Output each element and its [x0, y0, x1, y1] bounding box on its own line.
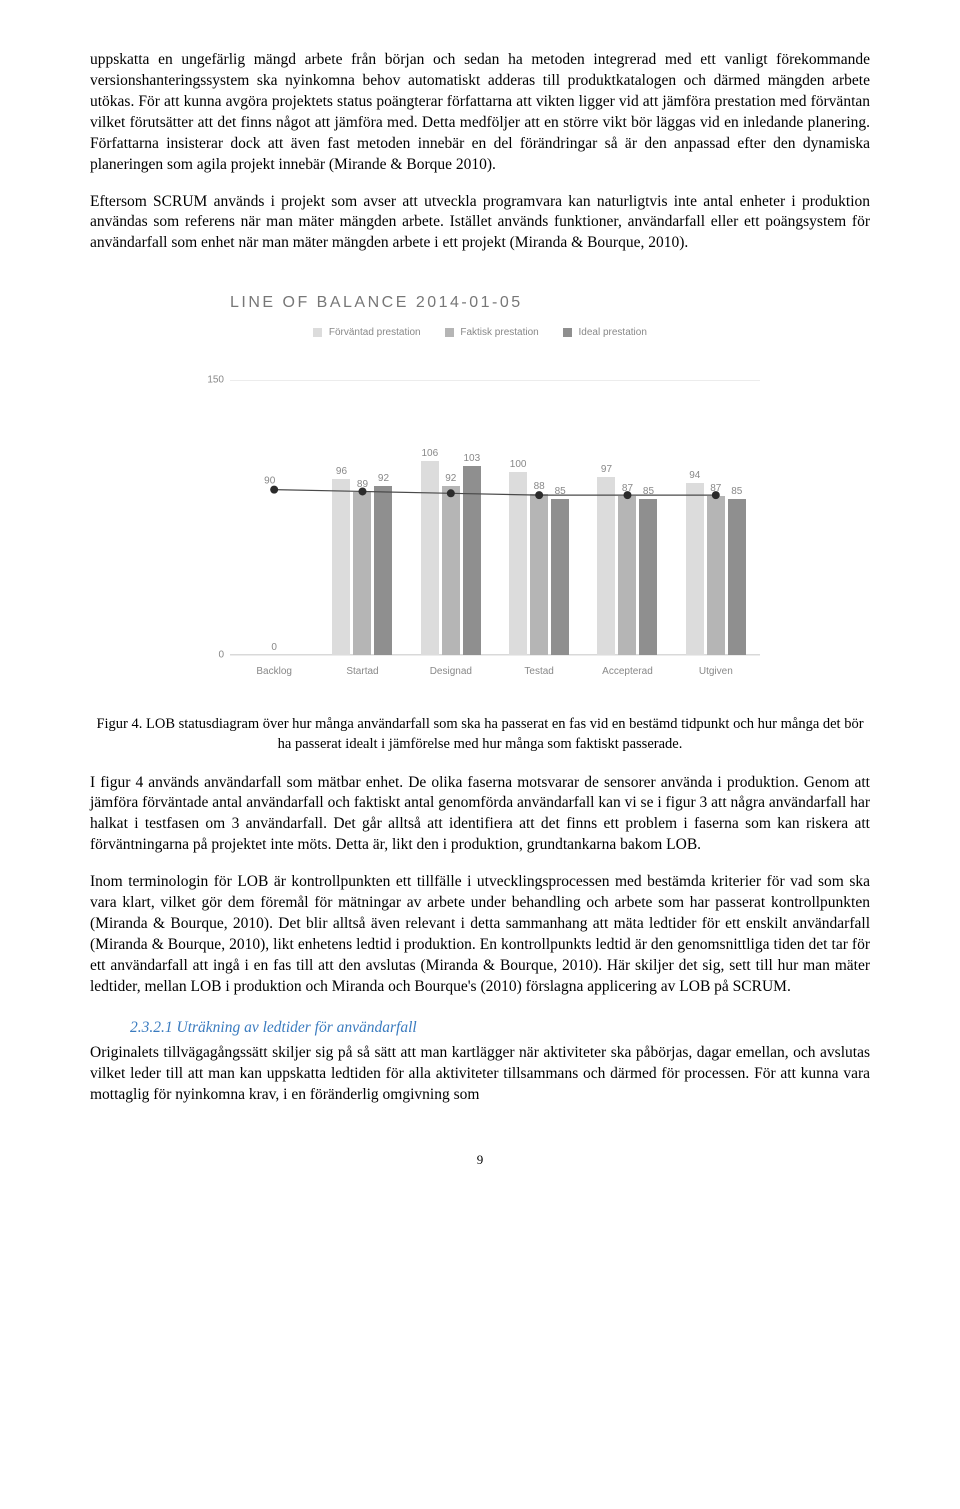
bar-faktisk: 92: [442, 486, 460, 655]
bar-forvantad: 96: [332, 479, 350, 655]
para-4: Inom terminologin för LOB är kontrollpun…: [90, 872, 870, 998]
bar-group: 1008885: [498, 361, 580, 655]
bar-value-label: 89: [357, 478, 368, 492]
legend-label-forvantad: Förväntad prestation: [329, 327, 421, 338]
bar-faktisk: 88: [530, 494, 548, 656]
bar-value-label: 85: [555, 485, 566, 499]
chart-plot: 0 150 0968992106921031008885978785948785…: [230, 361, 760, 681]
lob-chart: LINE OF BALANCE 2014-01-05 Förväntad pre…: [200, 292, 760, 681]
chart-title: LINE OF BALANCE 2014-01-05: [230, 292, 760, 314]
bar-value-label: 103: [463, 452, 480, 466]
bar-faktisk: 87: [618, 496, 636, 656]
ytick-0: 0: [218, 649, 224, 663]
legend-label-faktisk: Faktisk prestation: [460, 327, 538, 338]
para-2: Eftersom SCRUM används i projekt som avs…: [90, 192, 870, 255]
bar-forvantad: 100: [509, 472, 527, 656]
bar-value-label: 92: [445, 472, 456, 486]
legend-swatch-forvantad: [313, 328, 322, 337]
chart-legend: Förväntad prestation Faktisk prestation …: [200, 326, 760, 340]
bar-group: 968992: [321, 361, 403, 655]
bar-forvantad: 106: [421, 461, 439, 656]
bar-value-label: 88: [534, 480, 545, 494]
bar-forvantad: 97: [597, 477, 615, 655]
bar-value-label: 106: [421, 447, 438, 461]
bar-value-label: 100: [510, 458, 527, 472]
figure-caption: Figur 4. LOB statusdiagram över hur mång…: [90, 715, 870, 754]
bar-ideal: 85: [728, 499, 746, 655]
legend-item-forvantad: Förväntad prestation: [313, 326, 421, 340]
bar-value-label: 92: [378, 472, 389, 486]
para-1: uppskatta en ungefärlig mängd arbete frå…: [90, 50, 870, 176]
bar-value-label: 94: [689, 469, 700, 483]
gridline: [230, 655, 760, 656]
xlabel: Testad: [498, 659, 580, 681]
xlabel: Designad: [410, 659, 492, 681]
bar-faktisk: 87: [707, 496, 725, 656]
bar-value-label: 85: [731, 485, 742, 499]
bar-groups: 0968992106921031008885978785948785: [230, 361, 760, 655]
x-axis-labels: Backlog Startad Designad Testad Accepterad Ut…: [230, 659, 760, 681]
xlabel: Utgiven: [675, 659, 757, 681]
bar-value-label: 0: [271, 641, 277, 655]
bar-group: 0: [233, 361, 315, 655]
bar-value-label: 96: [336, 465, 347, 479]
legend-label-ideal: Ideal prestation: [579, 327, 647, 338]
legend-item-faktisk: Faktisk prestation: [445, 326, 539, 340]
subsection-heading: 2.3.2.1 Uträkning av ledtider för använd…: [130, 1018, 870, 1039]
bar-ideal: 92: [374, 486, 392, 655]
xlabel: Startad: [321, 659, 403, 681]
page-number: 9: [90, 1151, 870, 1169]
ytick-150: 150: [207, 373, 224, 387]
bar-group: 948785: [675, 361, 757, 655]
bar-ideal: 103: [463, 466, 481, 655]
xlabel: Accepterad: [586, 659, 668, 681]
y-axis: 0 150: [200, 361, 228, 655]
bar-forvantad: 94: [686, 483, 704, 656]
bar-group: 978785: [586, 361, 668, 655]
bar-value-label: 87: [622, 482, 633, 496]
bar-ideal: 85: [551, 499, 569, 655]
bar-ideal: 85: [639, 499, 657, 655]
legend-swatch-ideal: [563, 328, 572, 337]
bar-group: 10692103: [410, 361, 492, 655]
legend-item-ideal: Ideal prestation: [563, 326, 647, 340]
bar-value-label: 97: [601, 463, 612, 477]
para-3: I figur 4 används användarfall som mätba…: [90, 773, 870, 857]
para-5: Originalets tillvägagångssätt skiljer si…: [90, 1043, 870, 1106]
bar-value-label: 85: [643, 485, 654, 499]
bar-value-label: 87: [710, 482, 721, 496]
bar-faktisk: 89: [353, 492, 371, 656]
xlabel: Backlog: [233, 659, 315, 681]
legend-swatch-faktisk: [445, 328, 454, 337]
